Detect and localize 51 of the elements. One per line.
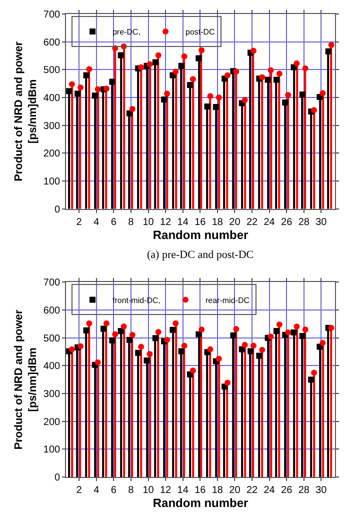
x-tick-label: 18 [212, 485, 224, 496]
y-tick-label: 200 [43, 416, 61, 428]
x-axis-title: Random number [152, 496, 249, 510]
x-tick-label: 22 [246, 216, 258, 228]
x-tick-label: 8 [128, 485, 134, 496]
x-tick-label: 14 [177, 216, 189, 228]
x-tick-label: 12 [160, 216, 172, 228]
x-tick-label: 18 [212, 216, 224, 228]
y-tick-label: 600 [43, 37, 61, 48]
y-tick-label: 0 [54, 472, 61, 484]
x-tick-label: 30 [316, 485, 328, 496]
text: (a) pre-DC and post-DC [147, 249, 254, 261]
y-tick-label: 100 [43, 444, 61, 456]
x-tick-label: 6 [110, 485, 117, 496]
x-tick-label: 20 [229, 485, 241, 496]
x-tick-label: 20 [229, 216, 241, 228]
x-tick-label: 24 [264, 485, 276, 496]
x-tick-label: 8 [128, 216, 134, 228]
y-tick-label: 300 [43, 120, 61, 132]
x-tick-label: 10 [142, 485, 154, 496]
x-tick-label: 12 [160, 485, 172, 496]
x-tick-label: 6 [110, 216, 117, 228]
y-tick-label: 700 [43, 10, 61, 21]
y-tick-label: 0 [54, 204, 61, 216]
x-tick-label: 4 [94, 485, 100, 496]
x-tick-label: 26 [281, 485, 293, 496]
x-tick-label: 16 [194, 216, 206, 228]
x-tick-label: 22 [246, 485, 258, 496]
y-tick-label: 400 [43, 93, 61, 104]
y-tick-label: 100 [43, 176, 61, 188]
x-tick-label: 28 [298, 216, 310, 228]
y-tick-label: 600 [43, 306, 61, 317]
x-tick-label: 26 [281, 216, 293, 228]
x-tick-label: 14 [177, 485, 189, 496]
x-tick-label: 24 [264, 216, 276, 228]
x-tick-label: 4 [94, 216, 100, 228]
x-tick-label: 10 [142, 216, 154, 228]
y-tick-label: 200 [43, 148, 61, 160]
x-tick-label: 2 [76, 216, 82, 228]
y-axis-title: Product of NRD and power [ps/nm]dBm [12, 40, 40, 182]
x-tick-label: 2 [76, 485, 82, 496]
y-tick-label: 400 [43, 361, 61, 372]
x-tick-label: 28 [298, 485, 310, 496]
y-tick-label: 700 [43, 278, 61, 289]
y-axis-title: Product of NRD and power [ps/nm]dBm [12, 308, 40, 450]
x-tick-label: 16 [194, 485, 206, 496]
x-tick-label: 30 [316, 216, 328, 228]
x-axis-title: Random number [152, 228, 249, 242]
y-tick-label: 500 [43, 333, 61, 344]
y-tick-label: 300 [43, 389, 61, 400]
y-tick-label: 500 [43, 65, 61, 76]
